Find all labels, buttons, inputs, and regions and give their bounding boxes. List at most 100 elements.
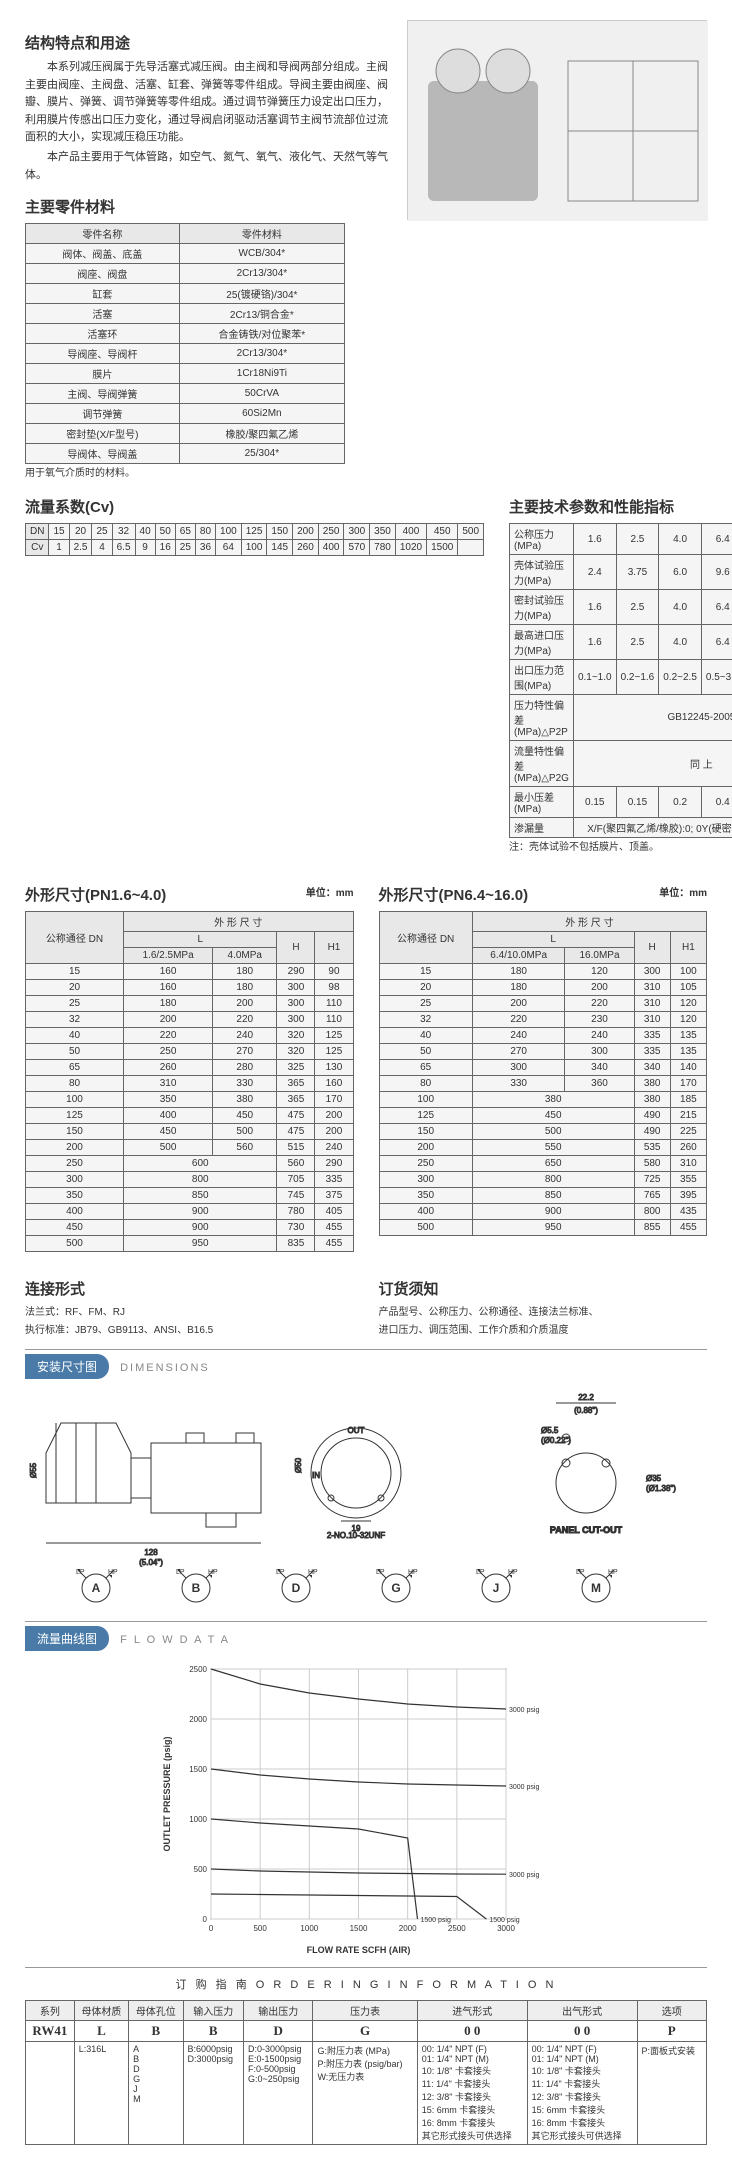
- top-images: [407, 20, 707, 220]
- svg-text:0: 0: [209, 1924, 214, 1933]
- table-cell: 活塞环: [26, 324, 180, 344]
- svg-text:1000: 1000: [300, 1924, 318, 1933]
- table-cell: 4.0: [659, 524, 702, 555]
- table-cell: 调节弹簧: [26, 404, 180, 424]
- table-cell: 6.0: [659, 555, 702, 590]
- table-cell: 2.5: [616, 524, 659, 555]
- materials-note: 用于氧气介质时的材料。: [25, 466, 707, 482]
- conn-l1: 法兰式：RF、FM、RJ: [25, 1305, 354, 1321]
- svg-text:22.2: 22.2: [578, 1393, 594, 1402]
- svg-text:2500: 2500: [189, 1665, 207, 1674]
- svg-text:3000 psig: 3000 psig: [509, 1784, 539, 1791]
- table-cell: WCB/304*: [179, 244, 344, 264]
- table-cell: 密封试验压力(MPa): [510, 590, 574, 625]
- svg-text:0: 0: [203, 1915, 208, 1924]
- table-cell: 合金铸铁/对位聚苯*: [179, 324, 344, 344]
- table-cell: 25(镀硬铬)/304*: [179, 284, 344, 304]
- table-cell: B: [129, 2021, 183, 2042]
- table-cell: [26, 2042, 75, 2145]
- cv-table: DN15202532405065801001251502002503003504…: [25, 523, 484, 556]
- svg-text:1500: 1500: [350, 1924, 368, 1933]
- table-cell: 1.6: [573, 625, 616, 660]
- table-cell: L: [74, 2021, 128, 2042]
- table-header: 压力表: [313, 2001, 417, 2021]
- svg-text:(Ø0.22"): (Ø0.22"): [541, 1436, 571, 1445]
- perf-note: 注：壳体试验不包括膜片、顶盖。: [509, 840, 732, 856]
- svg-text:(0.88"): (0.88"): [574, 1406, 598, 1415]
- table-cell: P: [637, 2021, 706, 2042]
- table-cell: 导阀体、导阀盖: [26, 444, 180, 464]
- table-cell: 出口压力范围(MPa): [510, 660, 574, 695]
- dim1-table: 公称通径 DN外 形 尺 寸LHH11.6/2.5MPa4.0MPa151601…: [25, 911, 354, 1252]
- table-cell: 2.5: [616, 625, 659, 660]
- table-cell: 0.2~2.5: [659, 660, 702, 695]
- svg-text:Ø55: Ø55: [29, 1462, 38, 1478]
- table-cell: 4.0: [659, 625, 702, 660]
- materials-table: 零件名称零件材料阀体、阀盖、底盖WCB/304*阀座、阀盘2Cr13/304*缸…: [25, 223, 345, 464]
- svg-text:2000: 2000: [399, 1924, 417, 1933]
- table-cell: 6.4: [701, 524, 732, 555]
- svg-text:1500 psig: 1500 psig: [489, 1917, 519, 1924]
- table-cell: 6.4: [701, 590, 732, 625]
- table-cell: L:316L: [74, 2042, 128, 2145]
- table-cell: 壳体试验压力(MPa): [510, 555, 574, 590]
- table-cell: 60Si2Mn: [179, 404, 344, 424]
- svg-text:1500: 1500: [189, 1765, 207, 1774]
- table-cell: 主阀、导阀弹簧: [26, 384, 180, 404]
- table-cell: 2.4: [573, 555, 616, 590]
- table-cell: 50CrVA: [179, 384, 344, 404]
- table-cell: 缸套: [26, 284, 180, 304]
- table-cell: 1.6: [573, 590, 616, 625]
- svg-text:(5.04"): (5.04"): [139, 1558, 163, 1567]
- table-header: 选项: [637, 2001, 706, 2021]
- table-cell: 0.1~1.0: [573, 660, 616, 695]
- dimensions-diagram: 128 (5.04") Ø55 OUT IN 2-NO.10-32UNF Ø50…: [26, 1383, 706, 1613]
- svg-text:3000: 3000: [497, 1924, 515, 1933]
- svg-text:OUT: OUT: [348, 1426, 365, 1435]
- table-cell: G: [313, 2021, 417, 2042]
- svg-text:2000: 2000: [189, 1715, 207, 1724]
- table-cell: P:面板式安装: [637, 2042, 706, 2145]
- table-cell: 阀体、阀盖、底盖: [26, 244, 180, 264]
- order-l1: 产品型号、公称压力、公称通径、连接法兰标准、: [379, 1305, 708, 1321]
- dim2-table: 公称通径 DN外 形 尺 寸LHH16.4/10.0MPa16.0MPa1518…: [379, 911, 708, 1236]
- section-title-perf: 主要技术参数和性能指标: [509, 496, 732, 517]
- svg-text:500: 500: [253, 1924, 267, 1933]
- table-cell: 0.5~3.5: [701, 660, 732, 695]
- table-header: 系列: [26, 2001, 75, 2021]
- table-cell: A B D G J M: [129, 2042, 183, 2145]
- table-cell: 3.75: [616, 555, 659, 590]
- table-cell: 0 0: [417, 2021, 527, 2042]
- ordering-title: 订 购 指 南 O R D E R I N G I N F O R M A T …: [25, 1976, 707, 1992]
- table-cell: 1.6: [573, 524, 616, 555]
- svg-text:500: 500: [194, 1865, 208, 1874]
- table-cell: 2.5: [616, 590, 659, 625]
- svg-text:PANEL CUT-OUT: PANEL CUT-OUT: [550, 1525, 623, 1535]
- svg-text:J: J: [493, 1581, 500, 1595]
- table-cell: 0.2~1.6: [616, 660, 659, 695]
- svg-text:M: M: [591, 1581, 601, 1595]
- svg-text:19: 19: [352, 1524, 361, 1533]
- table-cell: 导阀座、导阀杆: [26, 344, 180, 364]
- table-cell: 2Cr13/304*: [179, 344, 344, 364]
- conn-l2: 执行标准：JB79、GB9113、ANSI、B16.5: [25, 1323, 354, 1339]
- svg-text:Ø5.5: Ø5.5: [541, 1426, 559, 1435]
- table-cell: G:附压力表 (MPa) P:附压力表 (psig/bar) W:无压力表: [313, 2042, 417, 2145]
- svg-text:(Ø1.38"): (Ø1.38"): [646, 1484, 676, 1493]
- order-l2: 进口压力、调压范围、工作介质和介质温度: [379, 1323, 708, 1339]
- table-cell: 1Cr18Ni9Ti: [179, 364, 344, 384]
- table-cell: B: [183, 2021, 244, 2042]
- svg-text:2500: 2500: [448, 1924, 466, 1933]
- table-cell: 0 0: [527, 2021, 637, 2042]
- svg-text:Ø50: Ø50: [294, 1457, 303, 1473]
- svg-text:3000 psig: 3000 psig: [509, 1872, 539, 1879]
- table-cell: 2Cr13/304*: [179, 264, 344, 284]
- table-cell: 2Cr13/铜合金*: [179, 304, 344, 324]
- table-cell: 活塞: [26, 304, 180, 324]
- section-title-order: 订货须知: [379, 1278, 708, 1299]
- table-cell: B:6000psig D:3000psig: [183, 2042, 244, 2145]
- table-cell: 00: 1/4" NPT (F) 01: 1/4" NPT (M) 10: 1/…: [527, 2042, 637, 2145]
- svg-text:IN: IN: [312, 1471, 320, 1480]
- table-cell: 6.4: [701, 625, 732, 660]
- table-header: 输入压力: [183, 2001, 244, 2021]
